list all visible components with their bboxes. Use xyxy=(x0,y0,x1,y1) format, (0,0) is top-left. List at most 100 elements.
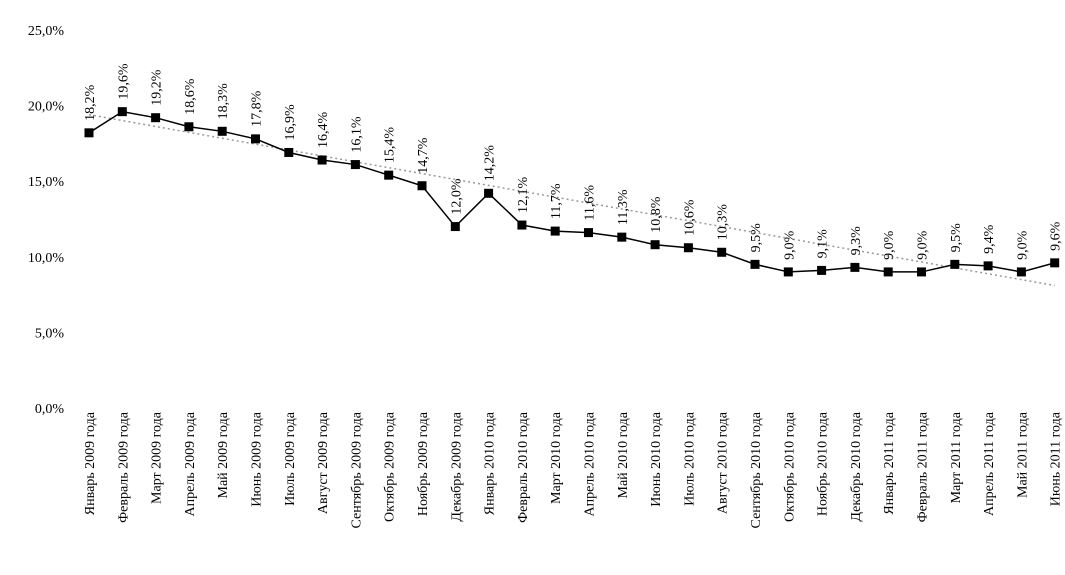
data-point-marker xyxy=(217,126,227,136)
data-point-marker xyxy=(950,259,960,269)
y-tick-label: 10,0% xyxy=(28,251,65,266)
data-point-marker xyxy=(484,188,494,198)
data-label: 17,8% xyxy=(250,90,265,127)
data-point-marker xyxy=(384,170,394,180)
x-tick-label: Сентябрь 2009 года xyxy=(349,411,364,528)
x-tick-label: Май 2011 года xyxy=(1015,411,1030,498)
x-tick-label: Май 2009 года xyxy=(216,411,231,498)
data-point-marker xyxy=(850,262,860,272)
data-point-marker xyxy=(350,160,360,170)
x-tick-label: Август 2010 года xyxy=(716,411,731,514)
data-label: 10,8% xyxy=(649,196,664,233)
data-point-marker xyxy=(517,220,527,230)
data-point-marker xyxy=(184,122,194,132)
data-label: 9,0% xyxy=(916,230,931,260)
y-tick-label: 0,0% xyxy=(35,402,65,417)
data-label: 16,1% xyxy=(349,116,364,153)
data-point-marker xyxy=(317,155,327,165)
data-point-marker xyxy=(284,147,294,157)
x-tick-label: Март 2009 года xyxy=(150,411,165,504)
y-tick-label: 25,0% xyxy=(28,24,65,39)
data-label: 9,6% xyxy=(1049,221,1064,251)
data-point-marker xyxy=(983,261,993,271)
data-point-marker xyxy=(717,247,727,257)
x-tick-label: Январь 2010 года xyxy=(483,411,498,515)
y-tick-label: 15,0% xyxy=(28,175,65,190)
data-label: 12,1% xyxy=(516,177,531,214)
data-label: 10,6% xyxy=(682,199,697,236)
data-label: 16,9% xyxy=(283,104,298,141)
data-point-marker xyxy=(117,107,127,117)
data-label: 9,0% xyxy=(782,230,797,260)
data-label: 9,1% xyxy=(816,229,831,259)
series-line xyxy=(88,110,1055,273)
data-label: 18,2% xyxy=(83,84,98,121)
x-tick-label: Октябрь 2010 года xyxy=(782,411,797,522)
x-tick-label: Июнь 2011 года xyxy=(1049,411,1064,506)
data-label: 16,4% xyxy=(316,112,331,149)
data-point-marker xyxy=(617,232,627,242)
data-point-marker xyxy=(84,128,94,138)
data-point-marker xyxy=(650,240,660,250)
data-label: 9,0% xyxy=(1015,230,1030,260)
data-label: 19,2% xyxy=(150,69,165,106)
x-tick-label: Апрель 2009 года xyxy=(183,411,198,516)
data-point-marker xyxy=(1050,258,1060,268)
y-tick-label: 20,0% xyxy=(28,100,65,115)
x-tick-label: Ноябрь 2010 года xyxy=(816,411,831,516)
trendline xyxy=(88,113,1055,287)
x-tick-label: Август 2009 года xyxy=(316,411,331,514)
x-tick-label: Июль 2010 года xyxy=(682,411,697,506)
x-tick-label: Июнь 2009 года xyxy=(250,411,265,507)
data-label: 11,6% xyxy=(583,185,598,221)
data-point-marker xyxy=(783,267,793,277)
data-point-marker xyxy=(251,134,260,144)
data-point-marker xyxy=(817,265,827,275)
data-point-marker xyxy=(1016,267,1026,277)
data-label: 15,4% xyxy=(383,127,398,164)
x-tick-label: Декабрь 2009 года xyxy=(449,411,464,521)
y-tick-label: 5,0% xyxy=(35,326,65,341)
data-point-marker xyxy=(917,267,926,277)
data-label: 9,3% xyxy=(849,226,864,256)
data-label: 18,6% xyxy=(183,78,198,115)
data-label: 14,7% xyxy=(416,137,431,174)
data-point-marker xyxy=(584,228,593,238)
x-tick-label: Декабрь 2010 года xyxy=(849,411,864,521)
data-label: 9,4% xyxy=(982,224,997,254)
data-point-marker xyxy=(151,113,161,123)
x-tick-label: Июль 2009 года xyxy=(283,411,298,506)
data-label: 9,5% xyxy=(949,223,964,253)
x-tick-label: Февраль 2009 года xyxy=(116,411,131,523)
x-tick-label: Январь 2009 года xyxy=(83,411,98,515)
data-point-marker xyxy=(883,267,893,277)
x-tick-label: Сентябрь 2010 года xyxy=(749,411,764,528)
data-label: 12,0% xyxy=(449,178,464,215)
x-tick-label: Май 2010 года xyxy=(616,411,631,498)
data-point-marker xyxy=(750,259,760,269)
data-label: 14,2% xyxy=(483,145,498,181)
x-tick-label: Март 2011 года xyxy=(949,411,964,503)
x-tick-label: Апрель 2010 года xyxy=(583,411,598,516)
x-tick-label: Февраль 2011 года xyxy=(916,411,931,522)
data-label: 9,0% xyxy=(882,230,897,260)
data-point-marker xyxy=(550,226,560,236)
x-tick-label: Июнь 2010 года xyxy=(649,411,664,507)
data-label: 18,3% xyxy=(216,83,231,120)
x-tick-label: Февраль 2010 года xyxy=(516,411,531,523)
x-tick-label: Март 2010 года xyxy=(549,411,564,504)
data-label: 9,5% xyxy=(749,223,764,253)
x-tick-label: Октябрь 2009 года xyxy=(383,411,398,522)
data-point-marker xyxy=(683,243,693,253)
data-point-marker xyxy=(417,181,427,191)
data-label: 10,3% xyxy=(716,204,731,241)
data-point-marker xyxy=(450,222,460,232)
x-tick-label: Ноябрь 2009 года xyxy=(416,411,431,516)
x-tick-label: Апрель 2011 года xyxy=(982,411,997,516)
data-label: 19,6% xyxy=(116,63,131,100)
x-tick-label: Январь 2011 года xyxy=(882,411,897,514)
data-label: 11,7% xyxy=(549,183,564,219)
data-label: 11,3% xyxy=(616,189,631,225)
